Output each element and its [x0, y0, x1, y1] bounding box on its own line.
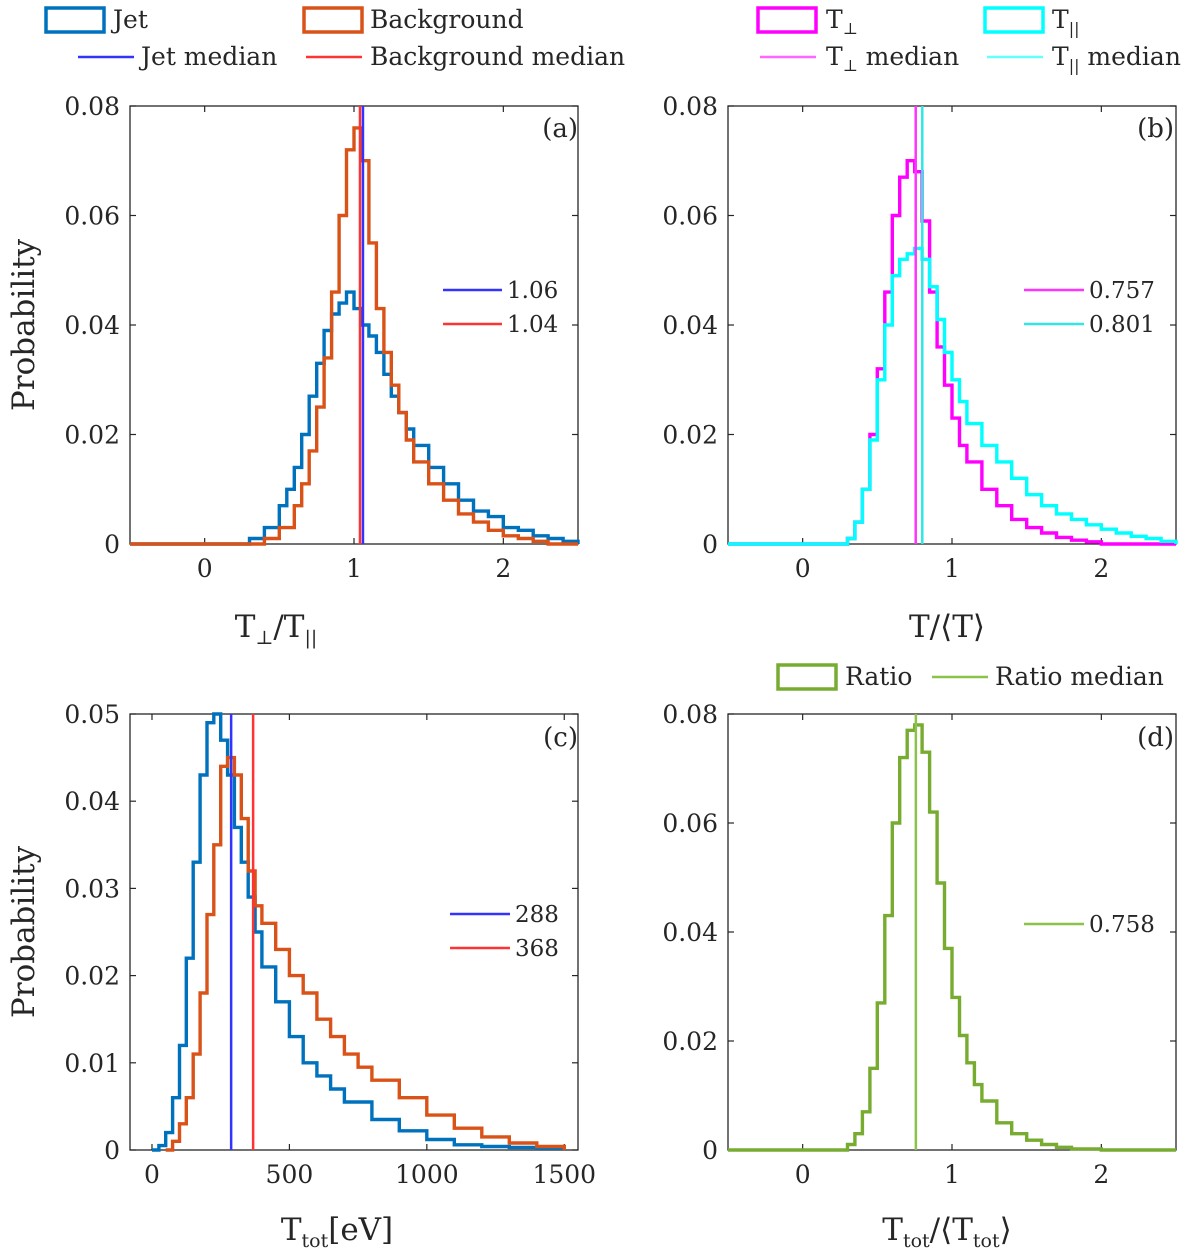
ytick-label: 0.08: [662, 92, 718, 121]
ytick-label: 0.05: [64, 700, 120, 729]
inset-label-jet-median: 1.06: [507, 278, 558, 304]
xlabel-d: Ttot/⟨Ttot⟩: [882, 1212, 1011, 1252]
inset-legend-d: 0.758: [1024, 912, 1155, 938]
xlabel-a: T⊥/T||: [235, 609, 318, 649]
ytick-label: 0.08: [662, 700, 718, 729]
xtick-label: 1500: [532, 1160, 596, 1189]
legend-patch-t-perp: [756, 6, 818, 34]
panel-a: Jet Background Jet median Background med…: [6, 5, 625, 649]
legend-patch-background: [302, 6, 364, 34]
plot-area-a: 0 0.02 0.04 0.06 0.08 0 1 2: [64, 92, 580, 583]
xtick-label: 500: [266, 1160, 314, 1189]
legend-patch-t-par: [983, 6, 1045, 34]
series-line-t-: [728, 246, 1178, 546]
ytick-label: 0.06: [64, 202, 120, 231]
series-line-background: [130, 126, 578, 546]
legend-label-t-perp-median: T⊥ median: [826, 42, 959, 75]
xtick-label: 0: [795, 554, 811, 583]
legend-patch-ratio: [776, 663, 838, 691]
ytick-label: 0.03: [64, 874, 120, 903]
legend-patch-jet: [44, 6, 106, 34]
ytick-label: 0.02: [662, 1027, 718, 1056]
inset-legend-a: 1.06 1.04: [443, 278, 558, 338]
inset-label-t-par-median: 0.801: [1089, 312, 1155, 338]
inset-label-ratio-median: 0.758: [1089, 912, 1155, 938]
ytick-label: 0.02: [662, 421, 718, 450]
legend-d: Ratio Ratio median: [776, 662, 1164, 691]
ytick-label: 0: [104, 1136, 120, 1165]
series-line-t-: [728, 159, 1176, 546]
plot-area-b: 0 0.02 0.04 0.06 0.08 0 1 2: [662, 92, 1178, 583]
legend-label-jet-median: Jet median: [138, 42, 277, 71]
panel-b: T⊥ T|| T⊥ median T|| median 0 0.02 0.04 0.0…: [662, 5, 1181, 645]
ytick-label: 0.04: [64, 311, 120, 340]
xtick-label: 2: [1093, 1160, 1109, 1189]
legend-label-t-par: T||: [1052, 5, 1079, 38]
ytick-label: 0: [104, 530, 120, 559]
panel-c: 0 0.01 0.02 0.03 0.04 0.05 0 500 1000 1500 (c) 28…: [6, 700, 596, 1252]
series-line-ratio: [728, 723, 1176, 1152]
plot-area-c: 0 0.01 0.02 0.03 0.04 0.05 0 500 1000 1500: [64, 700, 596, 1189]
ytick-label: 0.06: [662, 202, 718, 231]
panel-label-d: (d): [1137, 723, 1174, 753]
ytick-label: 0.01: [64, 1049, 120, 1078]
panel-label-a: (a): [542, 114, 578, 144]
plot-area-d: 0 0.02 0.04 0.06 0.08 0 1 2: [662, 700, 1177, 1189]
inset-label-background-median-c: 368: [515, 936, 559, 962]
xtick-label: 0: [197, 554, 213, 583]
ytick-label: 0.06: [662, 809, 718, 838]
legend-b: T⊥ T|| T⊥ median T|| median: [756, 5, 1181, 75]
panel-label-c: (c): [543, 723, 578, 753]
xtick-label: 0: [144, 1160, 160, 1189]
series-line-background: [165, 755, 566, 1152]
panel-d: Ratio Ratio median 00.020.040.060.080 1 2 …: [662, 662, 1177, 1252]
legend-label-t-par-median: T|| median: [1052, 42, 1181, 75]
legend-label-background: Background: [370, 5, 524, 34]
ytick-label: 0.04: [662, 918, 718, 947]
xtick-label: 1: [346, 554, 362, 583]
legend-label-background-median: Background median: [370, 42, 625, 71]
ytick-label: 0.04: [64, 787, 120, 816]
inset-label-jet-median-c: 288: [515, 902, 559, 928]
inset-legend-b: 0.757 0.801: [1024, 278, 1155, 338]
xtick-label: 1000: [395, 1160, 459, 1189]
ytick-label: 0: [702, 530, 718, 559]
legend-label-t-perp: T⊥: [826, 5, 858, 38]
panel-label-b: (b): [1137, 114, 1174, 144]
axes-frame: [129, 713, 579, 1151]
inset-label-background-median: 1.04: [507, 312, 558, 338]
ytick-label: 0.02: [64, 962, 120, 991]
inset-label-t-perp-median: 0.757: [1089, 278, 1155, 304]
legend-label-ratio-median: Ratio median: [995, 662, 1164, 691]
legend-label-ratio: Ratio: [845, 662, 912, 691]
xtick-label: 1: [944, 554, 960, 583]
ytick-label: 0: [702, 1136, 718, 1165]
ytick-label: 0.08: [64, 92, 120, 121]
series-line-jet: [130, 290, 580, 546]
xtick-label: 0: [795, 1160, 811, 1189]
xtick-label: 1: [944, 1160, 960, 1189]
ylabel-c: Probability: [6, 845, 42, 1018]
legend-label-jet: Jet: [110, 5, 148, 34]
xtick-label: 2: [1093, 554, 1109, 583]
xtick-label: 2: [495, 554, 511, 583]
series-line-jet: [152, 712, 566, 1152]
legend-a: Jet Background Jet median Background med…: [44, 5, 625, 71]
ylabel-a: Probability: [6, 238, 42, 411]
xlabel-b: T/⟨T⟩: [909, 609, 985, 645]
xlabel-c: Ttot[eV]: [281, 1212, 393, 1252]
ytick-label: 0.04: [662, 311, 718, 340]
ytick-label: 0.02: [64, 421, 120, 450]
inset-legend-c: 288 368: [450, 902, 559, 962]
